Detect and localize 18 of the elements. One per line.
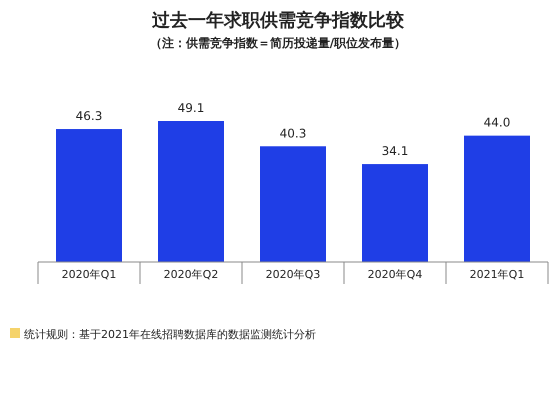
x-tick-label: 2021年Q1 (470, 268, 524, 281)
data-label: 49.1 (178, 101, 204, 115)
data-label: 44.0 (484, 116, 510, 130)
data-label: 34.1 (382, 144, 408, 158)
x-tick-label: 2020年Q3 (266, 268, 320, 281)
bar (464, 136, 530, 262)
chart-subtitle: （注：供需竞争指数＝简历投递量/职位发布量） (150, 36, 406, 50)
bar (56, 129, 122, 262)
bar (362, 164, 428, 262)
x-tick-label: 2020年Q2 (164, 268, 218, 281)
x-tick-label: 2020年Q1 (62, 268, 116, 281)
data-label: 46.3 (76, 109, 102, 124)
text: 统计规则：基于2021年在线招聘数据库的数据监测统计分析 (24, 328, 316, 341)
chart-title: 过去一年求职供需竞争指数比较 (151, 10, 405, 31)
data-label: 40.3 (280, 126, 306, 140)
bar (260, 146, 326, 262)
x-tick-label: 2020年Q4 (368, 268, 422, 281)
bar (158, 121, 224, 262)
